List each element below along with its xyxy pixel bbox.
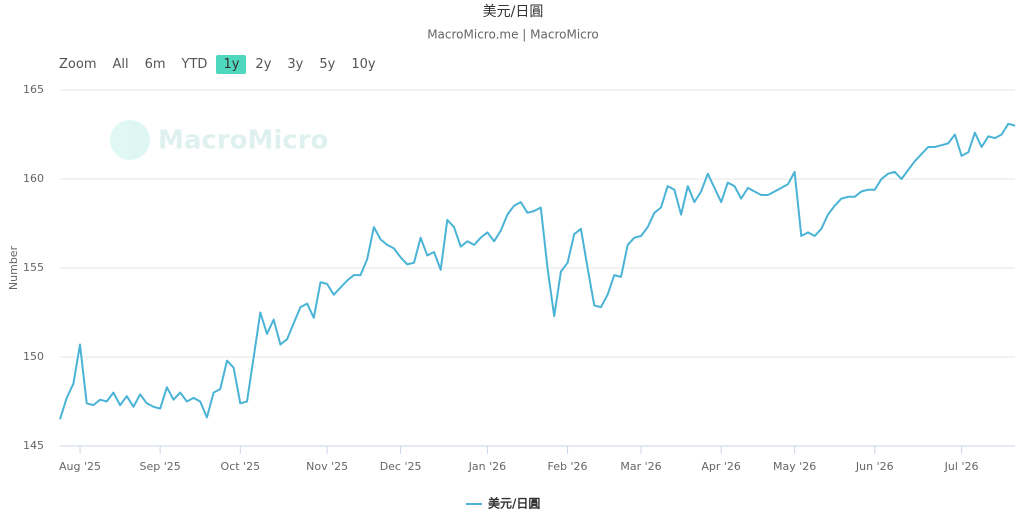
- chart-subtitle: MacroMicro.me | MacroMicro: [427, 28, 599, 42]
- chart-title: 美元/日圓: [483, 4, 544, 20]
- y-tick-label: 155: [23, 261, 44, 274]
- watermark: MacroMicro: [110, 120, 328, 160]
- range-button[interactable]: 6m: [144, 57, 166, 72]
- range-button[interactable]: 5y: [319, 57, 336, 72]
- range-selector: Zoom All 6m YTD 1y 2y 3y 5y 10y: [52, 55, 383, 74]
- x-tick-label: Jun '26: [855, 460, 894, 473]
- x-tick-label: May '26: [773, 460, 816, 473]
- x-tick-label: Aug '25: [59, 460, 101, 473]
- range-button[interactable]: 10y: [351, 57, 376, 72]
- range-button[interactable]: 3y: [287, 57, 304, 72]
- y-tick-label: 150: [23, 350, 44, 363]
- x-tick-label: Apr '26: [701, 460, 741, 473]
- x-tick-label: Dec '25: [380, 460, 422, 473]
- x-tick-label: Jan '26: [468, 460, 506, 473]
- x-tick-label: Jul '26: [944, 460, 979, 473]
- y-tick-label: 165: [23, 83, 44, 96]
- x-tick-label: Feb '26: [548, 460, 588, 473]
- zoom-label: Zoom: [59, 57, 97, 72]
- range-button[interactable]: 1y: [216, 55, 247, 74]
- y-tick-label: 145: [23, 439, 44, 452]
- line-series: [59, 122, 1016, 420]
- watermark-text: MacroMicro: [158, 126, 328, 156]
- x-tick-label: Sep '25: [140, 460, 181, 473]
- range-button[interactable]: All: [112, 57, 129, 72]
- y-tick-label: 160: [23, 172, 44, 185]
- x-tick-label: Oct '25: [221, 460, 261, 473]
- range-button[interactable]: 2y: [255, 57, 272, 72]
- range-button[interactable]: YTD: [181, 57, 208, 72]
- x-tick-label: Nov '25: [306, 460, 348, 473]
- x-tick-label: Mar '26: [620, 460, 661, 473]
- legend-label: 美元/日圓: [488, 496, 540, 511]
- y-axis-label: Number: [7, 245, 20, 290]
